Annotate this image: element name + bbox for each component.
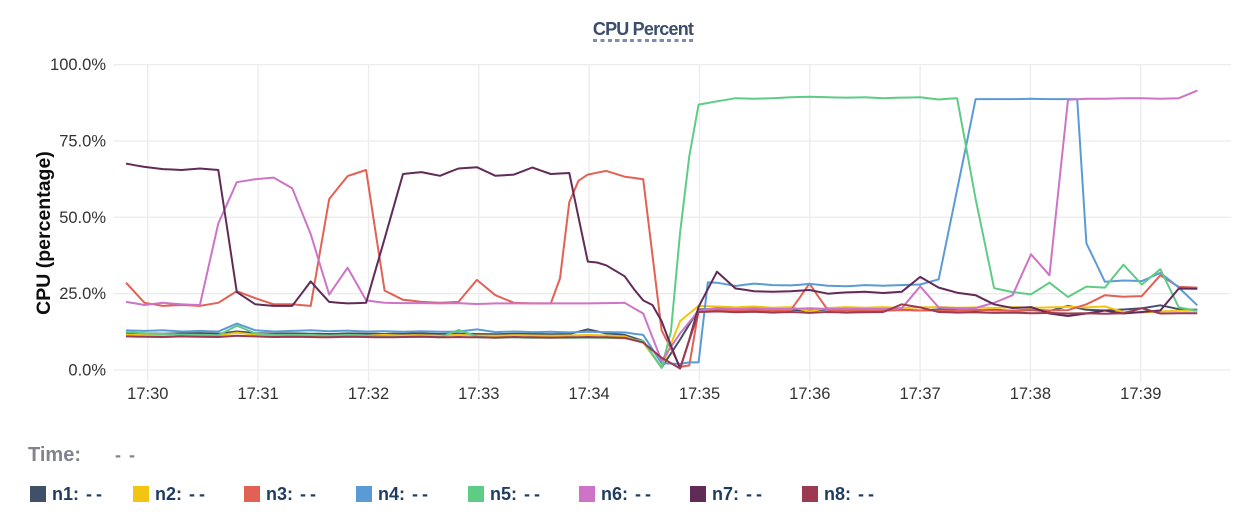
svg-text:17:37: 17:37: [899, 385, 940, 403]
svg-text:75.0%: 75.0%: [59, 133, 106, 151]
svg-text:17:39: 17:39: [1120, 385, 1161, 403]
svg-text:CPU (percentage): CPU (percentage): [33, 151, 55, 315]
svg-text:17:31: 17:31: [237, 385, 278, 403]
svg-text:50.0%: 50.0%: [59, 209, 106, 227]
svg-text:17:34: 17:34: [568, 385, 609, 403]
svg-text:17:33: 17:33: [458, 385, 499, 403]
svg-text:17:38: 17:38: [1010, 385, 1051, 403]
svg-text:17:32: 17:32: [348, 385, 389, 403]
svg-text:17:35: 17:35: [679, 385, 720, 403]
svg-text:25.0%: 25.0%: [59, 285, 106, 303]
svg-text:0.0%: 0.0%: [68, 362, 106, 380]
svg-text:17:36: 17:36: [789, 385, 830, 403]
svg-text:100.0%: 100.0%: [50, 56, 106, 74]
svg-text:17:30: 17:30: [127, 385, 168, 403]
